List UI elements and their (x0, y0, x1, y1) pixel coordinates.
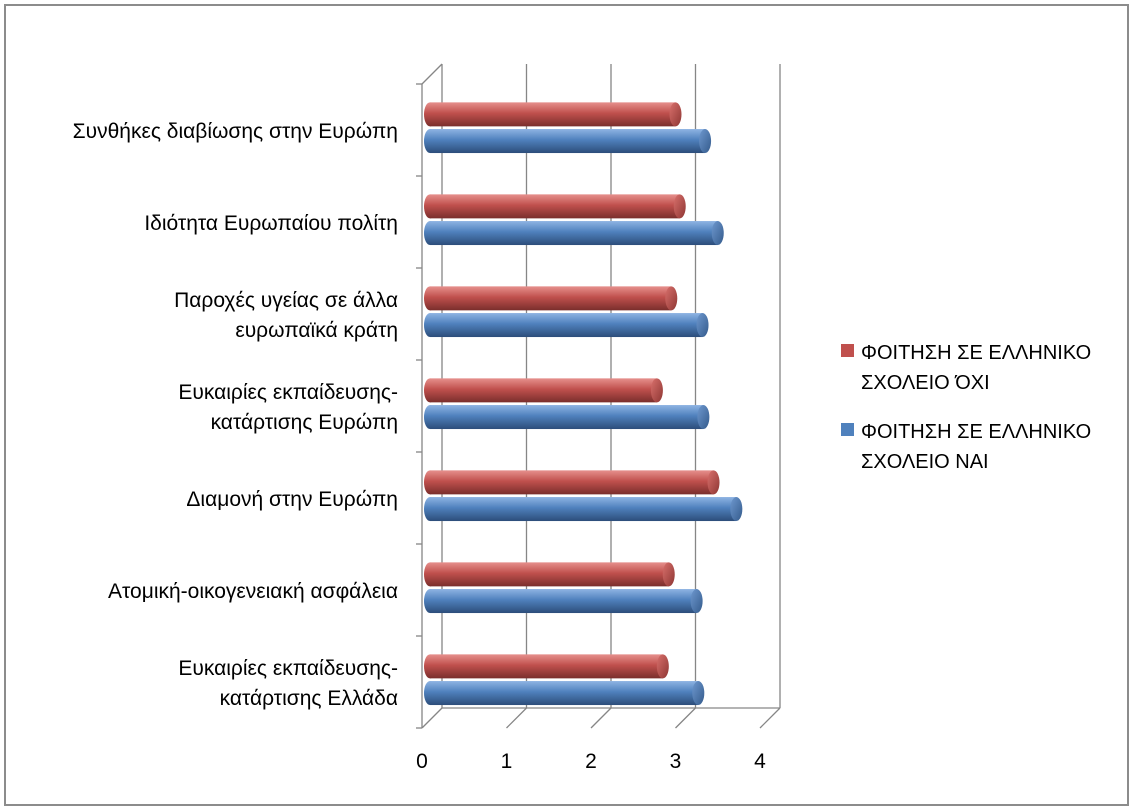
bar-end-cap (665, 286, 678, 311)
category-label: Παροχές υγείας σε άλλα ευρωπαϊκά κράτη (174, 289, 398, 342)
bar-start-cap (424, 378, 436, 403)
bar-group (424, 102, 682, 127)
legend-label-line: ΦΟΙΤΗΣΗ ΣΕ ΕΛΛΗΝΙΚΟ (861, 421, 1091, 443)
bar-group (424, 129, 712, 154)
bar-end-cap (692, 681, 705, 706)
bar-end-cap (696, 313, 709, 338)
bar-start-cap (424, 405, 436, 430)
x-tick-label: 3 (670, 750, 682, 773)
bar-group (424, 470, 720, 495)
legend-label: ΦΟΙΤΗΣΗ ΣΕ ΕΛΛΗΝΙΚΟ ΣΧΟΛΕΙΟ ΌΧΙ (861, 342, 1091, 394)
category-label: Ευκαιρίες εκπαίδευσης-κατάρτισης Ελλάδα (178, 657, 398, 710)
bar-group (424, 405, 710, 430)
floor-line (675, 707, 696, 729)
bar-start-cap (424, 221, 436, 246)
bar-group (424, 221, 724, 246)
floor-line (759, 707, 781, 729)
bar-start-cap (424, 654, 436, 679)
bar-end-cap (707, 470, 720, 495)
bar-group (424, 497, 743, 522)
bar (430, 562, 669, 587)
bar (430, 194, 680, 219)
bar-end-cap (697, 405, 710, 430)
bar (430, 497, 737, 522)
bar (430, 102, 676, 127)
category-label-line: Ιδιότητα Ευρωπαίου πολίτη (144, 212, 398, 235)
bar (430, 470, 714, 495)
bar-group (424, 313, 709, 338)
legend-label-line: ΦΟΙΤΗΣΗ ΣΕ ΕΛΛΗΝΙΚΟ (861, 342, 1091, 364)
bar-start-cap (424, 470, 436, 495)
category-label-line: Παροχές υγείας σε άλλα (174, 289, 398, 312)
bar-group (424, 286, 678, 311)
bar (430, 221, 718, 246)
bar-start-cap (424, 313, 436, 338)
category-label-line: Ευκαιρίες εκπαίδευσης- (178, 657, 398, 680)
x-tick-label: 2 (585, 750, 597, 773)
bar-end-cap (699, 129, 712, 154)
legend-swatch (841, 344, 854, 357)
category-label: Ευκαιρίες εκπαίδευσης-κατάρτισης Ευρώπη (178, 381, 398, 434)
bar (430, 378, 657, 403)
bar-start-cap (424, 562, 436, 587)
labels-layer: 0 1 2 3 4 Συνθήκες διαβίωσης στην Ευρώπη Ιδιότ… (73, 120, 767, 773)
bars-layer (424, 102, 743, 706)
bar-start-cap (424, 589, 436, 614)
category-label: Συνθήκες διαβίωσης στην Ευρώπη (73, 120, 398, 143)
floor-line (421, 707, 443, 729)
category-label: Ιδιότητα Ευρωπαίου πολίτη (144, 212, 398, 235)
bar-end-cap (650, 378, 663, 403)
category-label-line: ευρωπαϊκά κράτη (235, 319, 398, 342)
bar (430, 589, 697, 614)
bar (430, 654, 663, 679)
bar-start-cap (424, 102, 436, 127)
legend-label-line: ΣΧΟΛΕΙΟ ΌΧΙ (861, 372, 990, 394)
bar-start-cap (424, 194, 436, 219)
bar-start-cap (424, 681, 436, 706)
side-wall-top (421, 63, 443, 85)
category-label-line: Συνθήκες διαβίωσης στην Ευρώπη (73, 120, 398, 143)
bar-group (424, 562, 675, 587)
bar-start-cap (424, 286, 436, 311)
bar-group (424, 194, 686, 219)
x-tick-label: 4 (754, 750, 766, 773)
bar-end-cap (690, 589, 703, 614)
bar-end-cap (669, 102, 682, 127)
category-label-line: κατάρτισης Ευρώπη (211, 411, 398, 434)
bar (430, 129, 706, 154)
bar-end-cap (730, 497, 743, 522)
bar (430, 405, 704, 430)
legend-swatch (841, 423, 854, 436)
bar-end-cap (662, 562, 675, 587)
x-tick-label: 0 (416, 750, 428, 773)
bar-group (424, 589, 703, 614)
legend-label: ΦΟΙΤΗΣΗ ΣΕ ΕΛΛΗΝΙΚΟ ΣΧΟΛΕΙΟ ΝΑΙ (861, 421, 1091, 473)
bar (430, 313, 703, 338)
floor-line (590, 707, 612, 729)
bar-group (424, 378, 663, 403)
category-label-line: κατάρτισης Ελλάδα (220, 687, 398, 710)
legend-label-line: ΣΧΟΛΕΙΟ ΝΑΙ (861, 451, 989, 473)
category-label-line: Ατομική-οικογενειακή ασφάλεια (108, 580, 398, 603)
x-tick-label: 1 (501, 750, 513, 773)
bar-end-cap (673, 194, 686, 219)
category-label: Διαμονή στην Ευρώπη (186, 488, 398, 511)
bar-start-cap (424, 497, 436, 522)
category-label-line: Διαμονή στην Ευρώπη (186, 488, 398, 511)
bar-end-cap (711, 221, 724, 246)
bar-group (424, 654, 669, 679)
bar-start-cap (424, 129, 436, 154)
floor-line (506, 707, 527, 729)
bar-group (424, 681, 705, 706)
bar-end-cap (656, 654, 669, 679)
bar (430, 681, 699, 706)
bar (430, 286, 672, 311)
category-label: Ατομική-οικογενειακή ασφάλεια (108, 580, 398, 603)
category-label-line: Ευκαιρίες εκπαίδευσης- (178, 381, 398, 404)
